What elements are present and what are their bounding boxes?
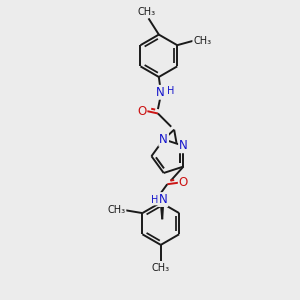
Text: N: N [159, 193, 167, 206]
Text: H: H [167, 86, 174, 96]
Text: N: N [156, 86, 165, 99]
Text: N: N [159, 133, 168, 146]
Text: N: N [179, 139, 188, 152]
Text: CH₃: CH₃ [193, 36, 211, 46]
Text: CH₃: CH₃ [138, 7, 156, 17]
Text: O: O [137, 105, 146, 118]
Text: CH₃: CH₃ [107, 205, 126, 215]
Text: H: H [151, 194, 159, 205]
Text: O: O [179, 176, 188, 189]
Text: CH₃: CH₃ [152, 262, 170, 273]
